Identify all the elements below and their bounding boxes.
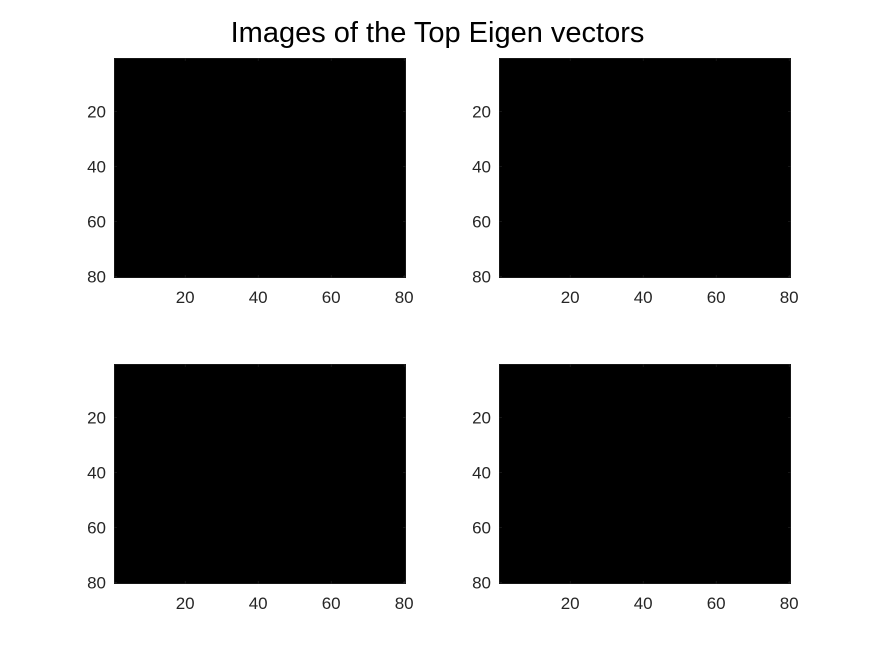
x-tick-label: 60	[707, 594, 726, 613]
x-tick-label: 60	[322, 288, 341, 307]
y-tick-label: 60	[87, 213, 106, 232]
x-tick-label: 80	[780, 288, 799, 307]
x-tick-label: 20	[176, 288, 195, 307]
x-tick-label: 60	[707, 288, 726, 307]
x-tick-label: 80	[395, 288, 414, 307]
eigenvector-image-4	[499, 364, 791, 584]
y-tick-label: 40	[87, 464, 106, 483]
x-tick-label: 20	[176, 594, 195, 613]
x-tick-label: 20	[561, 288, 580, 307]
figure-title: Images of the Top Eigen vectors	[231, 17, 645, 49]
subplot-1: 20 40 60 80 20 40 60 80	[87, 58, 414, 307]
y-tick-label: 40	[472, 158, 491, 177]
subplot-4: 20 40 60 80 20 40 60 80	[472, 364, 799, 613]
axes-layer: 20 40 60 80 20 40 60 80 20 40 60 80 20 40 60 80 20 40 60 80…	[87, 58, 799, 613]
y-tick-label: 20	[472, 103, 491, 122]
x-tick-label: 20	[561, 594, 580, 613]
eigenvector-image-1	[114, 58, 406, 278]
y-tick-label: 80	[472, 574, 491, 593]
y-tick-label: 60	[472, 519, 491, 538]
subplot-2: 20 40 60 80 20 40 60 80	[472, 58, 799, 307]
x-tick-label: 40	[634, 288, 653, 307]
subplot-3: 20 40 60 80 20 40 60 80	[87, 364, 414, 613]
y-tick-label: 80	[472, 268, 491, 287]
y-tick-label: 20	[472, 409, 491, 428]
eigenvector-image-2	[499, 58, 791, 278]
x-tick-label: 80	[780, 594, 799, 613]
axes-box	[114, 364, 406, 584]
y-tick-label: 20	[87, 103, 106, 122]
x-tick-label: 40	[634, 594, 653, 613]
y-tick-label: 60	[472, 213, 491, 232]
y-tick-label: 40	[87, 158, 106, 177]
axes-box	[114, 58, 406, 278]
axes-box	[499, 364, 791, 584]
y-tick-label: 20	[87, 409, 106, 428]
y-tick-label: 80	[87, 574, 106, 593]
y-tick-label: 60	[87, 519, 106, 538]
y-tick-label: 40	[472, 464, 491, 483]
x-tick-label: 40	[249, 594, 268, 613]
axes-box	[499, 58, 791, 278]
x-tick-label: 40	[249, 288, 268, 307]
x-tick-label: 80	[395, 594, 414, 613]
x-tick-label: 60	[322, 594, 341, 613]
eigenvector-image-3	[114, 364, 406, 584]
y-tick-label: 80	[87, 268, 106, 287]
